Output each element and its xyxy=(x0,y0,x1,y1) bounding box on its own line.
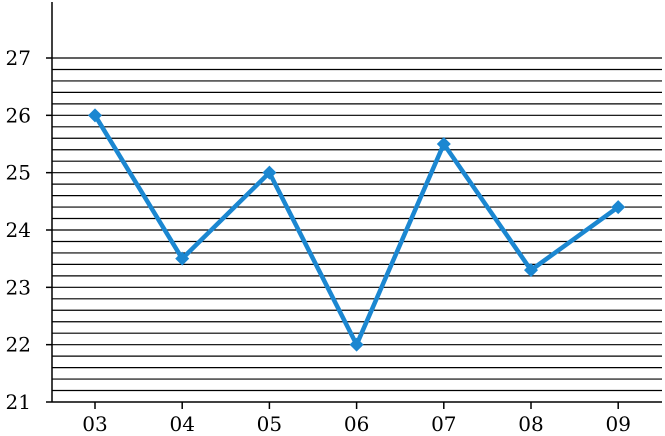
data-point-marker xyxy=(262,165,277,180)
data-series xyxy=(88,108,626,352)
y-tick-label: 25 xyxy=(6,161,31,185)
y-tick-label: 24 xyxy=(6,218,31,242)
data-point-marker xyxy=(88,108,102,123)
y-tick-label: 27 xyxy=(6,46,31,70)
x-tick-label: 06 xyxy=(344,412,369,436)
grid-lines xyxy=(52,57,662,392)
x-tick-label: 08 xyxy=(518,412,543,436)
y-tick-label: 22 xyxy=(6,333,31,357)
y-tick-label: 21 xyxy=(6,390,31,414)
x-tick-label: 04 xyxy=(169,412,194,436)
x-tick-label: 09 xyxy=(605,412,630,436)
data-point-marker xyxy=(349,337,364,352)
y-tick-label: 23 xyxy=(6,275,31,299)
x-tick-label: 05 xyxy=(257,412,282,436)
y-tick-label: 26 xyxy=(6,103,31,127)
data-point-marker xyxy=(175,251,190,266)
data-point-marker xyxy=(611,200,626,215)
x-tick-label: 03 xyxy=(82,412,107,436)
x-tick-label: 07 xyxy=(431,412,456,436)
data-point-marker xyxy=(436,137,451,151)
x-axis-ticks: 03 04 05 06 07 08 09 xyxy=(82,402,631,436)
y-axis-ticks: 21 22 23 24 25 26 27 xyxy=(6,46,52,414)
data-point-marker xyxy=(524,263,538,278)
